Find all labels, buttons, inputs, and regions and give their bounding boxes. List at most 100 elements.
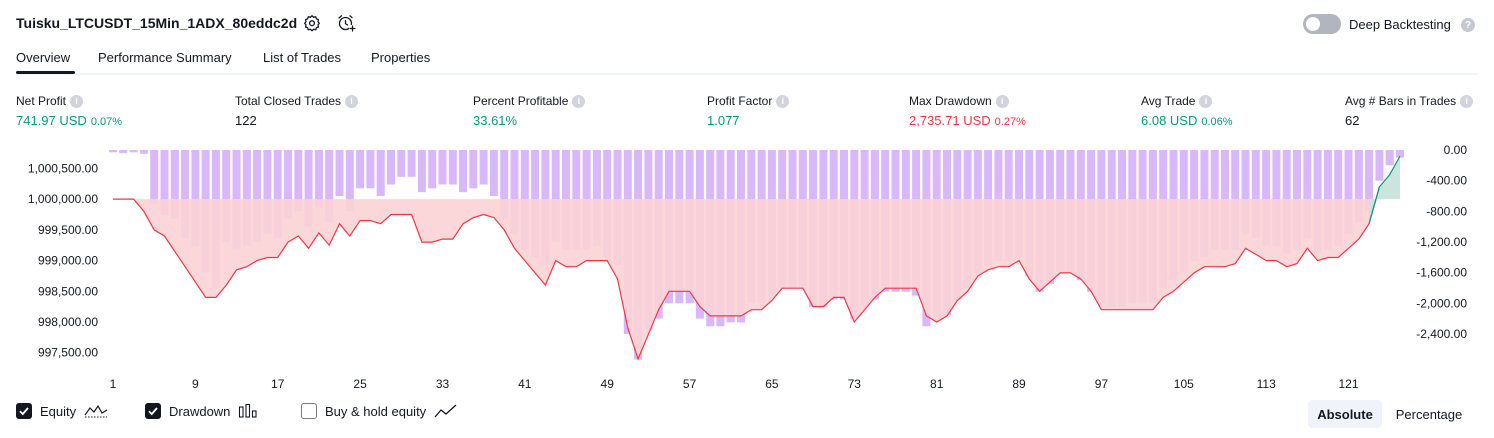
- legend-drawdown[interactable]: Drawdown: [145, 403, 258, 419]
- drawdown-bar: [191, 150, 200, 246]
- info-icon[interactable]: i: [572, 94, 586, 108]
- drawdown-bar: [1272, 150, 1281, 246]
- info-icon[interactable]: i: [776, 94, 790, 108]
- drawdown-bar: [139, 150, 148, 154]
- tab-overview[interactable]: Overview: [16, 50, 71, 65]
- metric-percent: 0.27%: [994, 116, 1026, 128]
- drawdown-bar: [170, 150, 179, 219]
- bar-chart-icon: [239, 403, 257, 418]
- drawdown-bar: [489, 150, 498, 196]
- info-icon[interactable]: i: [70, 94, 84, 108]
- legend-buy-hold-equity[interactable]: Buy & hold equity: [301, 403, 458, 419]
- equity-area-positive: [1369, 156, 1400, 224]
- trend-line-icon: [434, 404, 457, 418]
- drawdown-bar: [500, 150, 509, 219]
- metric-value: 1.077: [707, 113, 740, 128]
- drawdown-bar: [356, 150, 365, 189]
- metric-label: Profit Factor: [707, 94, 773, 108]
- add-alert-button[interactable]: [336, 13, 356, 33]
- tab-list-of-trades[interactable]: List of Trades: [263, 50, 342, 65]
- tabs-divider: [16, 73, 1478, 75]
- deep-backtesting-toggle[interactable]: [1303, 14, 1341, 34]
- x-axis-tick: 113: [1257, 377, 1276, 391]
- drawdown-bar: [109, 150, 117, 153]
- alarm-clock-plus-icon: [338, 15, 356, 32]
- metric-value: 741.97 USD: [16, 113, 87, 128]
- drawdown-bar: [592, 150, 601, 246]
- drawdown-checkbox[interactable]: [145, 403, 161, 419]
- metric-value: 2,735.71 USD: [909, 113, 991, 128]
- drawdown-bar: [438, 150, 447, 185]
- x-axis-tick: 73: [848, 377, 862, 391]
- left-axis-tick: 1,000,000.00: [28, 192, 98, 206]
- legend-equity[interactable]: Equity: [16, 403, 108, 419]
- drawdown-bar: [1303, 150, 1312, 239]
- right-axis-tick: -800.00: [1426, 204, 1467, 218]
- metric-label: Net Profit: [16, 94, 67, 108]
- drawdown-bar: [345, 150, 354, 212]
- equity-drawdown-chart: 1,000,500.00 1,000,000.00 999,500.00 999,00…: [28, 143, 1468, 391]
- strategy-title: Tuisku_LTCUSDT_15Min_1ADX_80eddc2d: [16, 15, 298, 31]
- metric-label: Avg Trade: [1141, 94, 1196, 108]
- drawdown-bar: [242, 150, 251, 246]
- x-axis-tick: 1: [110, 377, 117, 391]
- drawdown-bar: [387, 150, 395, 185]
- x-axis-tick: 81: [930, 377, 944, 391]
- equity-checkbox[interactable]: [16, 403, 32, 419]
- drawdown-bar: [407, 150, 416, 177]
- settings-button[interactable]: [302, 13, 322, 33]
- metric-label: Avg # Bars in Trades: [1345, 94, 1457, 108]
- drawdown-bar: [417, 150, 426, 193]
- drawdown-bar: [150, 150, 159, 204]
- metric-value: 62: [1345, 113, 1360, 128]
- drawdown-bar: [263, 150, 272, 235]
- tab-performance-summary[interactable]: Performance Summary: [98, 50, 232, 65]
- drawdown-bar: [294, 150, 303, 212]
- percentage-button[interactable]: Percentage: [1395, 406, 1463, 422]
- drawdown-bar: [253, 150, 262, 242]
- metric-value: 33.61%: [473, 113, 518, 128]
- drawdown-bar: [273, 150, 282, 239]
- deep-backtesting-label: Deep Backtesting: [1349, 17, 1451, 32]
- metric-net-profit: Net Profit i 741.97 USD 0.07%: [16, 94, 122, 128]
- info-icon[interactable]: i: [995, 94, 1009, 108]
- x-axis-tick: 121: [1338, 377, 1358, 391]
- right-axis-tick: 0.00: [1444, 143, 1468, 157]
- metric-label: Total Closed Trades: [235, 94, 342, 108]
- metric-label: Percent Profitable: [473, 94, 569, 108]
- metric-value: 6.08 USD: [1141, 113, 1198, 128]
- line-area-icon: [84, 404, 108, 418]
- drawdown-bar: [325, 150, 334, 223]
- metric-percent: 0.07%: [90, 116, 123, 128]
- drawdown-bar: [1365, 150, 1374, 212]
- drawdown-bar: [376, 150, 385, 196]
- drawdown-bar: [181, 150, 190, 239]
- drawdown-bar: [510, 150, 519, 235]
- drawdown-bar: [304, 150, 313, 227]
- metric-max-drawdown: Max Drawdown i 2,735.71 USD 0.27%: [909, 94, 1026, 128]
- x-axis-tick: 57: [683, 377, 697, 391]
- drawdown-bar: [551, 150, 560, 242]
- absolute-button[interactable]: Absolute: [1308, 400, 1382, 428]
- info-icon[interactable]: i: [1199, 94, 1213, 108]
- buy-hold-checkbox[interactable]: [301, 403, 317, 419]
- right-axis-tick: -2,400.00: [1416, 327, 1467, 341]
- info-icon[interactable]: i: [345, 94, 359, 108]
- drawdown-bar: [1334, 150, 1343, 246]
- drawdown-bar: [160, 150, 169, 216]
- drawdown-bar: [428, 150, 437, 189]
- legend-buy-hold-label: Buy & hold equity: [325, 403, 427, 419]
- drawdown-bar: [1385, 150, 1394, 166]
- drawdown-bar: [1354, 150, 1363, 223]
- metric-percent: 0.06%: [1201, 116, 1233, 128]
- tab-properties[interactable]: Properties: [371, 50, 431, 65]
- left-axis-tick: 998,000.00: [38, 315, 98, 329]
- right-axis-tick: -2,000.00: [1416, 296, 1467, 310]
- x-axis-tick: 65: [765, 377, 779, 391]
- drawdown-bar: [129, 150, 138, 153]
- deep-backtesting-help-icon[interactable]: ?: [1461, 18, 1475, 32]
- toggle-knob: [1306, 17, 1320, 31]
- info-icon[interactable]: i: [1460, 94, 1474, 108]
- drawdown-bar: [397, 150, 406, 177]
- x-axis-tick: 33: [436, 377, 450, 391]
